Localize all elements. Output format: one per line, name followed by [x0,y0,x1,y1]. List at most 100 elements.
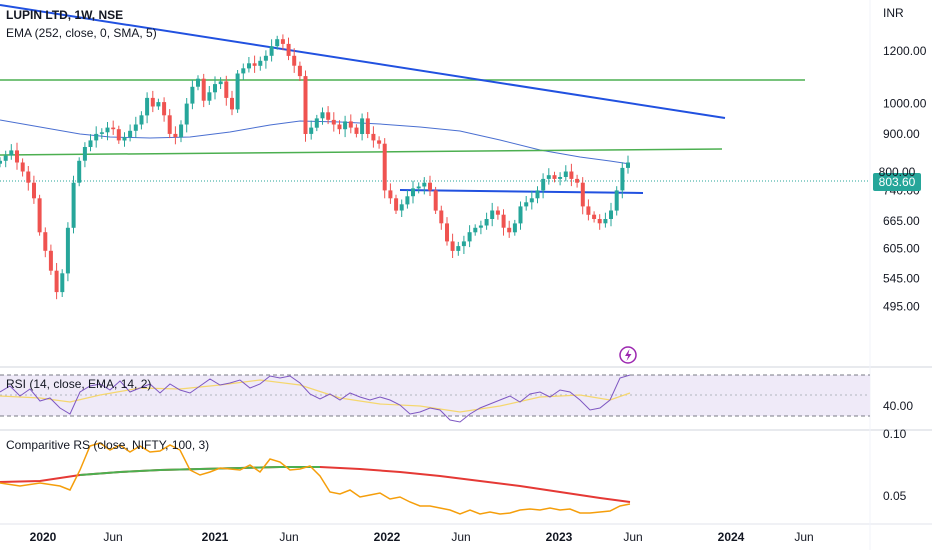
last-price-label: 803.60 [879,175,916,189]
price-tick-7: 495.00 [883,299,920,313]
candle-body [3,155,8,161]
candle-body [280,39,285,44]
candle-body [518,206,523,224]
candle-body [150,97,155,107]
price-tick-1: 1000.00 [883,97,927,111]
neckline-blue[interactable] [399,189,644,194]
support-line-green-lower[interactable] [0,148,723,156]
time-tick-6: 2023 [546,530,573,544]
candle-body [569,171,574,179]
candle-body [122,137,127,141]
price-tick-2: 900.00 [883,127,920,141]
candle-body [162,102,167,116]
candle-body [201,78,206,101]
candle-body [495,210,500,215]
candle-body [626,162,630,168]
candle-body [603,219,608,224]
candle-body [82,147,87,161]
rsi-legend[interactable]: RSI (14, close, EMA, 14, 2) [6,377,152,391]
candle-body [320,112,325,119]
candle-body [580,182,585,207]
candle-body [247,63,251,69]
candle-body [275,39,280,47]
candle-body [309,127,314,134]
candle-body [128,130,133,138]
candle-body [286,43,291,56]
candle-body [43,232,48,251]
currency-label: INR [883,6,904,20]
time-tick-2: 2021 [202,530,229,544]
rsi-line [0,374,631,423]
candle-body [77,160,82,183]
candle-body [614,190,619,211]
candle-body [331,119,336,125]
candle-body [32,182,36,199]
time-tick-3: Jun [279,530,298,544]
ema-legend[interactable]: EMA (252, close, 0, SMA, 5) [6,26,157,40]
time-tick-8: 2024 [718,530,745,544]
candle-body [190,86,195,104]
time-tick-9: Jun [794,530,813,544]
symbol-legend[interactable]: LUPIN LTD, 1W, NSE [6,8,124,22]
candle-body [145,97,150,116]
candle-body [326,112,331,120]
candle-body [235,73,240,110]
candle-body [501,214,506,228]
candle-body [314,118,319,128]
price-tick-4: 665.00 [883,214,920,228]
candle-body [360,118,365,134]
candle-body [88,140,93,147]
flash-icon[interactable] [619,346,637,364]
candle-body [371,133,376,141]
candle-body [252,63,257,66]
candle-body [535,190,540,199]
candle-body [173,133,178,138]
candle-body [478,225,483,228]
candle-body [292,55,297,66]
last-price-badge [873,173,921,191]
price-tick-5: 605.00 [883,241,920,255]
candle-body [563,171,568,177]
candle-body [207,92,212,101]
crs-green-line [79,466,320,476]
time-axis[interactable]: 2020 Jun 2021 Jun 2022 Jun 2023 Jun 2024 Jun [30,530,814,544]
candle-body [99,132,104,134]
candle-body [71,182,76,228]
candle-body [337,124,342,130]
candle-body [507,227,512,233]
candle-body [529,198,534,203]
candle-body [218,81,223,85]
candle-body [269,46,274,56]
candle-body [416,186,421,189]
candle-body [558,177,563,179]
candle-body [263,55,268,61]
candle-body [592,214,597,219]
candle-body [241,68,246,74]
time-tick-4: 2022 [374,530,401,544]
candle-body [60,273,65,293]
candle-body [439,210,444,224]
candle-body [224,81,229,98]
time-tick-0: 2020 [30,530,57,544]
candle-body [586,206,591,215]
crs-axis-tick-upper: 0.10 [883,427,907,441]
candle-body [473,227,478,233]
candle-body [258,60,263,66]
candle-body [343,121,348,130]
candle-body [116,129,121,141]
candle-body [26,171,31,183]
price-tick-0: 1200.00 [883,44,927,58]
candle-body [382,143,387,191]
candle-body [48,250,53,271]
crs-legend[interactable]: Comparitive RS (close, NIFTY, 100, 3) [6,438,210,452]
candle-body [37,198,42,233]
candle-body [167,115,172,134]
candle-body [139,115,144,125]
time-tick-1: Jun [103,530,122,544]
trendline-blue-descending[interactable] [0,4,726,119]
candle-body [597,219,602,224]
candle-body [484,219,489,226]
candle-body [297,65,302,77]
candle-body [445,223,449,242]
